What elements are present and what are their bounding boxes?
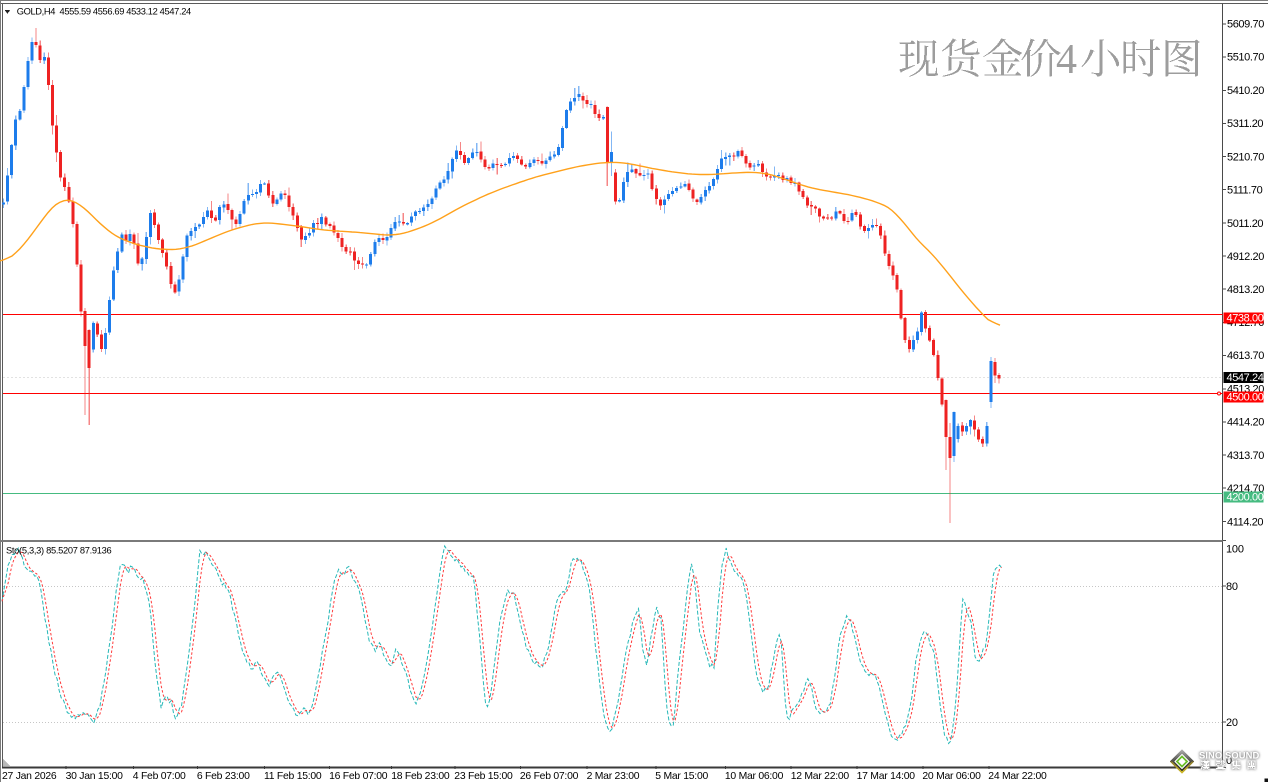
svg-text:SINO SOUND: SINO SOUND: [1199, 750, 1260, 761]
svg-text:GOLD,H4 4555.59 4556.69 4533.: GOLD,H4 4555.59 4556.69 4533.12 4547.24: [17, 7, 191, 17]
svg-text:4114.20: 4114.20: [1227, 516, 1263, 528]
svg-text:20 Mar 06:00: 20 Mar 06:00: [922, 771, 981, 782]
svg-text:5410.20: 5410.20: [1227, 85, 1264, 97]
svg-text:30 Jan 15:00: 30 Jan 15:00: [66, 771, 124, 782]
svg-text:5111.70: 5111.70: [1227, 184, 1263, 196]
svg-text:4313.70: 4313.70: [1227, 450, 1264, 462]
svg-text:10 Mar 06:00: 10 Mar 06:00: [725, 771, 784, 782]
svg-text:100: 100: [1226, 543, 1244, 555]
svg-text:4547.24: 4547.24: [1227, 372, 1264, 384]
svg-text:18 Feb 23:00: 18 Feb 23:00: [391, 771, 450, 782]
svg-text:4 Feb 07:00: 4 Feb 07:00: [133, 771, 186, 782]
svg-text:5609.70: 5609.70: [1227, 19, 1264, 31]
svg-text:6 Feb 23:00: 6 Feb 23:00: [197, 771, 250, 782]
svg-text:SINO SOUND: SINO SOUND: [1199, 750, 1260, 761]
svg-text:26 Feb 07:00: 26 Feb 07:00: [520, 771, 579, 782]
svg-text:4200.00: 4200.00: [1227, 492, 1264, 504]
svg-text:24 Mar 22:00: 24 Mar 22:00: [988, 771, 1047, 782]
svg-text:5 Mar 15:00: 5 Mar 15:00: [655, 771, 708, 782]
svg-text:4813.20: 4813.20: [1227, 284, 1264, 296]
svg-text:17 Mar 14:00: 17 Mar 14:00: [857, 771, 916, 782]
svg-text:5510.70: 5510.70: [1227, 52, 1264, 64]
svg-text:5011.20: 5011.20: [1227, 218, 1263, 230]
svg-text:4500.00: 4500.00: [1227, 392, 1264, 404]
svg-text:4912.20: 4912.20: [1227, 251, 1264, 263]
svg-text:27 Jan 2026: 27 Jan 2026: [2, 771, 57, 782]
svg-text:5210.70: 5210.70: [1227, 152, 1264, 164]
svg-text:4613.70: 4613.70: [1227, 350, 1264, 362]
svg-text:4414.20: 4414.20: [1227, 417, 1264, 429]
svg-text:5311.20: 5311.20: [1227, 118, 1263, 130]
svg-text:SINO SOUND: SINO SOUND: [1199, 750, 1260, 761]
svg-text:11 Feb 15:00: 11 Feb 15:00: [264, 771, 322, 782]
svg-text:12 Mar 22:00: 12 Mar 22:00: [791, 771, 850, 782]
svg-text:20: 20: [1226, 717, 1238, 729]
svg-text:80: 80: [1226, 581, 1238, 593]
svg-text:Sto(5,3,3) 85.5207 87.9136: Sto(5,3,3) 85.5207 87.9136: [6, 546, 112, 556]
svg-text:2 Mar 23:00: 2 Mar 23:00: [587, 771, 640, 782]
svg-text:0: 0: [1226, 755, 1232, 767]
svg-text:4: 4: [1056, 37, 1077, 83]
svg-text:4738.00: 4738.00: [1227, 313, 1264, 325]
svg-text:23 Feb 15:00: 23 Feb 15:00: [454, 771, 513, 782]
svg-text:16 Feb 07:00: 16 Feb 07:00: [329, 771, 388, 782]
